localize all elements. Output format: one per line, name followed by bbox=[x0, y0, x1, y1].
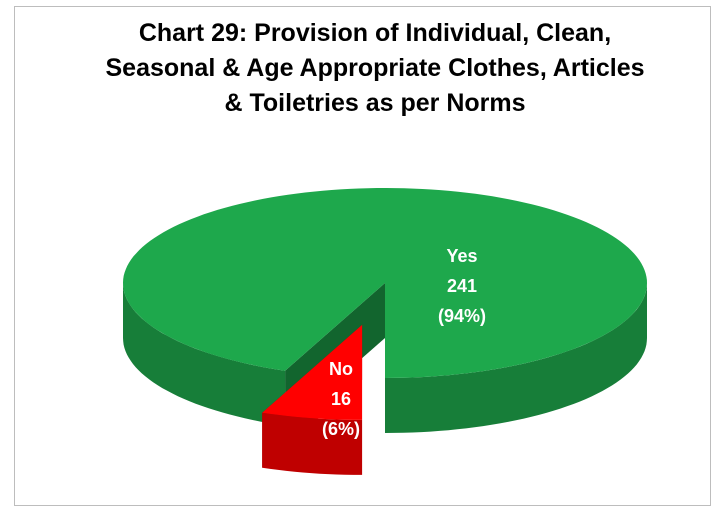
data-label-category: No bbox=[329, 359, 353, 379]
data-label-percent: (94%) bbox=[438, 306, 486, 326]
data-label-percent: (6%) bbox=[322, 419, 360, 439]
slice-side bbox=[385, 283, 647, 433]
data-label-value: 16 bbox=[331, 389, 351, 409]
slice bbox=[262, 324, 363, 420]
slice-side bbox=[123, 283, 286, 426]
slice bbox=[123, 188, 647, 378]
slice bbox=[262, 324, 363, 475]
chart-frame bbox=[14, 6, 711, 506]
chart-title: Chart 29: Provision of Individual, Clean… bbox=[105, 19, 645, 117]
data-label-category: Yes bbox=[446, 246, 477, 266]
slice-side bbox=[262, 412, 363, 475]
data-label-value: 241 bbox=[447, 276, 477, 296]
slice bbox=[123, 188, 647, 433]
